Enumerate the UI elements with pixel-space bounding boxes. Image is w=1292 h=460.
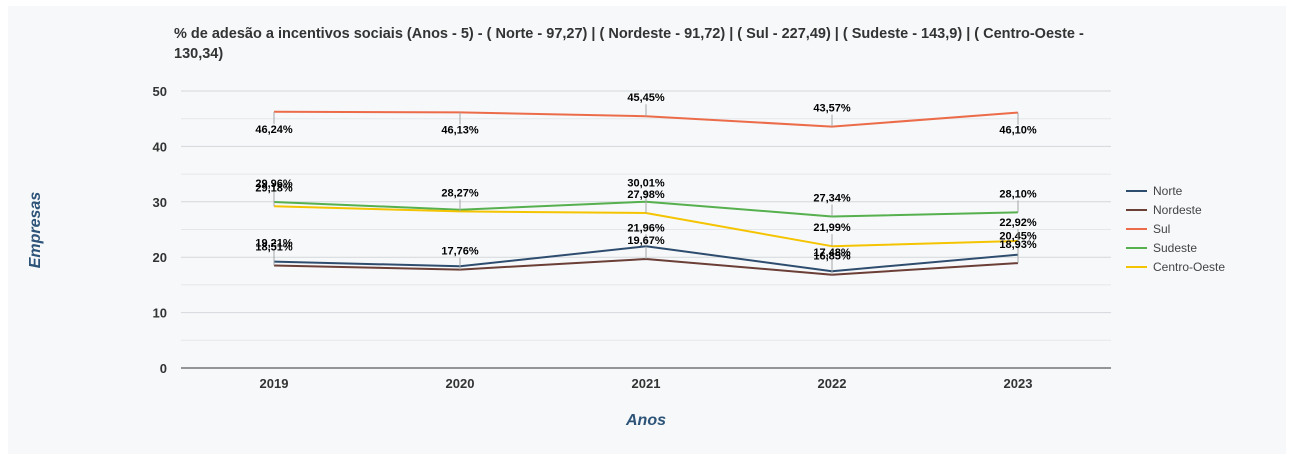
data-label: 22,92% xyxy=(999,217,1037,229)
x-tick-label: 2023 xyxy=(1004,376,1033,391)
data-label: 30,01% xyxy=(627,178,665,190)
legend-item-centro-oeste: Centro-Oeste xyxy=(1153,260,1225,274)
data-label: 19,67% xyxy=(627,235,665,247)
data-label: 21,96% xyxy=(627,222,665,234)
y-tick-label: 20 xyxy=(153,250,167,265)
data-label: 46,24% xyxy=(255,124,293,136)
data-label: 17,76% xyxy=(441,246,479,258)
y-tick-label: 30 xyxy=(153,195,167,210)
data-label: 46,13% xyxy=(441,124,479,136)
data-label: 43,57% xyxy=(813,103,851,115)
data-label: 18,51% xyxy=(255,241,293,253)
data-label: 29,96% xyxy=(255,178,293,190)
data-label: 19,21% xyxy=(255,238,293,250)
x-tick-label: 2021 xyxy=(632,376,661,391)
x-axis-label: Anos xyxy=(626,412,666,429)
data-label: 45,45% xyxy=(627,92,665,104)
data-label: 29,18% xyxy=(255,182,293,194)
series-line-nordeste xyxy=(273,258,1019,276)
legend-item-norte: Norte xyxy=(1153,184,1183,198)
x-tick-label: 2020 xyxy=(446,376,475,391)
chart-title: % de adesão a incentivos sociais (Anos -… xyxy=(174,26,1084,62)
x-tick-label: 2022 xyxy=(818,376,847,391)
data-label: 28,10% xyxy=(999,188,1037,200)
data-label: 28,27% xyxy=(441,187,479,199)
series-line-centro-oeste xyxy=(273,205,1019,248)
data-label: 18,93% xyxy=(999,239,1037,251)
legend-item-sudeste: Sudeste xyxy=(1153,241,1197,255)
y-tick-label: 50 xyxy=(153,84,167,99)
data-label: 46,10% xyxy=(999,125,1037,137)
legend-item-nordeste: Nordeste xyxy=(1153,203,1202,217)
data-label: 27,98% xyxy=(627,189,665,201)
data-label: 27,34% xyxy=(813,193,851,205)
y-tick-label: 10 xyxy=(153,306,167,321)
legend-item-sul: Sul xyxy=(1153,222,1170,236)
y-tick-label: 40 xyxy=(153,139,167,154)
y-tick-label: 0 xyxy=(160,361,167,376)
data-label: 21,99% xyxy=(813,222,851,234)
x-tick-label: 2019 xyxy=(260,376,289,391)
data-label: 16,85% xyxy=(813,251,851,263)
data-label: 17,48% xyxy=(813,247,851,259)
